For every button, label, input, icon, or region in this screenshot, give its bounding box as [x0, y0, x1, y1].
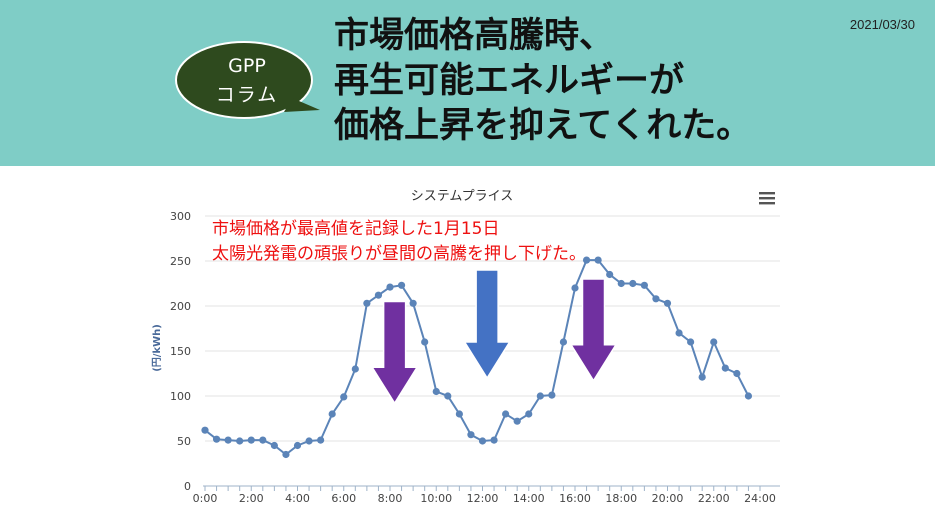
x-tick-label: 12:00: [467, 492, 499, 505]
data-point: [629, 279, 637, 288]
data-point: [282, 450, 290, 459]
y-tick-label: 50: [177, 435, 191, 448]
data-point: [293, 441, 302, 450]
headline: 市場価格高騰時、 再生可能エネルギーが 価格上昇を抑えてくれた。: [334, 14, 751, 149]
x-tick-label: 16:00: [559, 492, 591, 505]
data-point: [259, 436, 267, 444]
down-arrow: [569, 278, 618, 383]
x-tick-label: 10:00: [420, 492, 452, 505]
data-point: [351, 365, 359, 373]
data-point: [478, 437, 487, 445]
data-point: [594, 256, 602, 264]
data-point: [340, 393, 348, 401]
data-point: [582, 256, 591, 264]
grid-lines: [205, 215, 780, 442]
data-point: [640, 281, 648, 289]
data-point: [490, 436, 498, 444]
badge-line1: GPP: [228, 55, 266, 77]
x-tick-label: 0:00: [193, 492, 218, 505]
data-point: [744, 392, 753, 400]
header-band: GPP コラム 市場価格高騰時、 再生可能エネルギーが 価格上昇を抑えてくれた。…: [0, 0, 935, 166]
data-point: [363, 299, 371, 307]
annotation-line-2: 太陽光発電の頑張りが昼間の高騰を押し下げた。: [212, 244, 586, 264]
x-axis-ticks: 0:00 2:00 4:00 6:00 8:00 10:00 12:00 14:00 16:00…: [193, 492, 776, 505]
headline-line-1: 市場価格高騰時、: [334, 16, 615, 56]
x-tick-label: 20:00: [652, 492, 684, 505]
down-arrow: [370, 300, 419, 405]
x-tick-label: 22:00: [698, 492, 730, 505]
y-tick-label: 250: [170, 255, 191, 268]
y-tick-label: 100: [170, 390, 191, 403]
headline-line-2: 再生可能エネルギーが: [334, 61, 685, 101]
data-point: [502, 410, 510, 418]
data-point: [421, 338, 429, 346]
data-point: [409, 299, 417, 307]
x-axis: [203, 485, 780, 491]
arrows-group: [370, 269, 618, 405]
speech-bubble-icon: [175, 41, 320, 119]
column-badge: GPP コラム: [172, 38, 322, 128]
chart-title: システムプライス: [411, 189, 513, 204]
data-point: [617, 279, 625, 288]
data-point: [467, 431, 475, 439]
hamburger-icon[interactable]: [759, 192, 775, 205]
data-point: [386, 283, 394, 291]
y-tick-label: 300: [170, 210, 191, 223]
data-point: [536, 392, 544, 400]
data-point: [444, 392, 452, 400]
data-point: [733, 369, 741, 378]
data-point: [317, 436, 325, 444]
headline-line-3: 価格上昇を抑えてくれた。: [334, 106, 752, 146]
data-point: [571, 284, 579, 292]
data-point: [663, 299, 672, 307]
x-tick-label: 6:00: [331, 492, 356, 505]
x-tick-label: 18:00: [605, 492, 637, 505]
data-point: [224, 436, 232, 444]
x-tick-label: 14:00: [513, 492, 545, 505]
annotation-line-1: 市場価格が最高値を記録した1月15日: [212, 219, 499, 239]
x-tick-label: 24:00: [744, 492, 776, 505]
badge-line2: コラム: [215, 84, 279, 106]
data-point: [270, 441, 278, 450]
x-tick-label: 8:00: [378, 492, 403, 505]
data-point: [328, 410, 336, 418]
data-point: [606, 270, 614, 279]
data-point: [559, 338, 568, 346]
data-point: [525, 410, 533, 418]
data-point: [687, 338, 695, 346]
y-axis-ticks: 0 50 100 150 200 250 300: [170, 210, 191, 493]
data-point: [548, 391, 556, 399]
data-point: [236, 437, 244, 445]
data-point: [247, 436, 255, 444]
y-tick-label: 150: [170, 345, 191, 358]
data-point: [710, 338, 718, 346]
x-tick-label: 2:00: [239, 492, 264, 505]
data-point: [201, 426, 209, 434]
data-point: [652, 295, 660, 303]
data-point: [513, 417, 521, 425]
data-points: [201, 256, 753, 459]
y-tick-label: 0: [184, 480, 191, 493]
x-tick-label: 4:00: [285, 492, 310, 505]
data-point: [374, 291, 383, 299]
data-point: [698, 373, 706, 381]
data-point: [432, 387, 440, 396]
data-point: [455, 410, 463, 418]
data-point: [397, 281, 406, 289]
data-point: [305, 437, 313, 445]
system-price-chart: 0 50 100 150 200 250 300 0:00 2:00 4:00 6:00 8:00 1…: [151, 189, 780, 505]
data-point: [675, 329, 683, 337]
y-axis-label: (円/kWh): [151, 324, 163, 372]
down-arrow: [463, 269, 511, 380]
data-point: [721, 364, 729, 372]
y-tick-label: 200: [170, 300, 191, 313]
date-label: 2021/03/30: [849, 17, 915, 32]
data-point: [212, 435, 221, 443]
